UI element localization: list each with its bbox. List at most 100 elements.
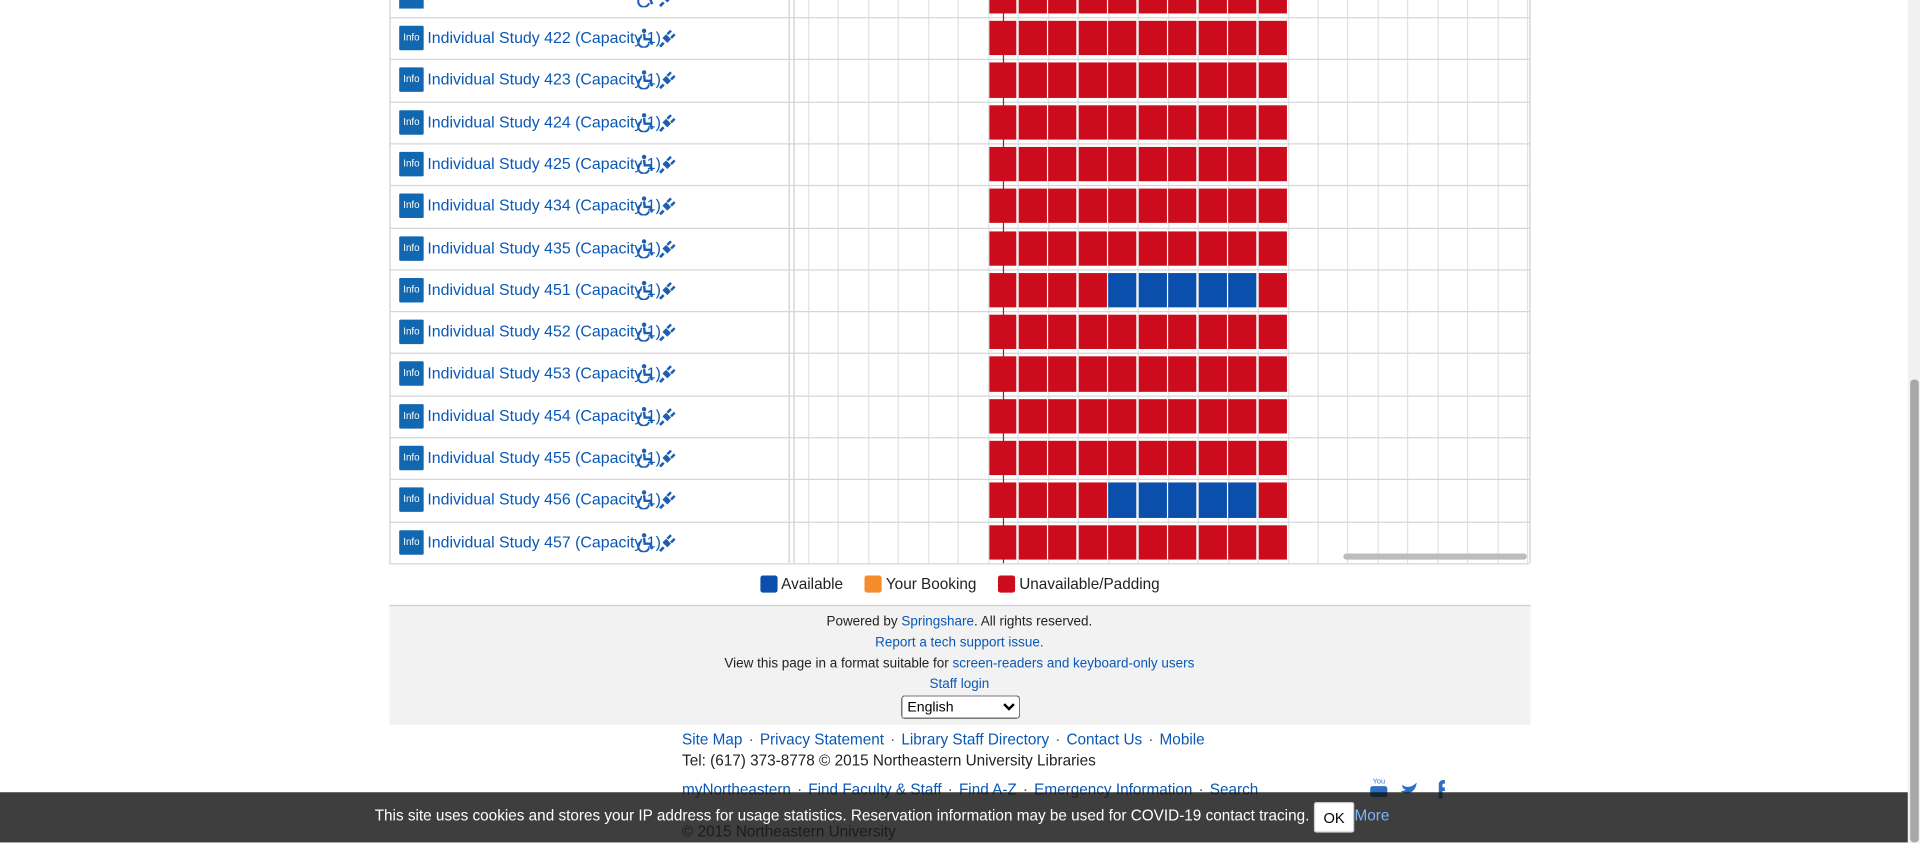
info-button[interactable]: Info bbox=[399, 151, 424, 177]
slot bbox=[1228, 524, 1257, 560]
info-button[interactable]: Info bbox=[399, 319, 424, 345]
slot bbox=[988, 524, 1017, 560]
info-button[interactable]: Info bbox=[399, 487, 424, 513]
grid-line bbox=[1107, 0, 1110, 564]
room-link[interactable]: Individual Study 425 (Capacity 1) bbox=[427, 154, 661, 173]
horizontal-scrollbar[interactable] bbox=[1343, 553, 1527, 560]
slot bbox=[1048, 314, 1077, 350]
info-button[interactable]: Info bbox=[399, 109, 424, 135]
grid-line bbox=[1287, 0, 1289, 564]
room-link[interactable]: Individual Study 422 (Capacity 1) bbox=[427, 28, 661, 47]
link[interactable]: screen-readers and keyboard-only users bbox=[952, 656, 1195, 672]
slot bbox=[1228, 440, 1257, 476]
link[interactable]: Report a tech support issue. bbox=[875, 635, 1044, 651]
slot bbox=[1108, 314, 1137, 350]
slot bbox=[1048, 356, 1077, 392]
grid-line bbox=[1137, 0, 1139, 564]
slot bbox=[1228, 482, 1257, 518]
accessible-icon bbox=[637, 28, 654, 48]
info-button[interactable]: Info bbox=[399, 445, 424, 471]
link[interactable]: Staff login bbox=[929, 677, 990, 692]
separator: · bbox=[1055, 731, 1061, 749]
room-link[interactable]: Individual Study 456 (Capacity 1) bbox=[427, 490, 661, 509]
info-button[interactable]: Info bbox=[399, 529, 424, 555]
slot bbox=[1258, 314, 1287, 350]
room-link[interactable]: Individual Study 457 (Capacity 1) bbox=[427, 532, 661, 551]
separator: · bbox=[797, 781, 803, 799]
slot bbox=[1198, 440, 1227, 476]
room-link[interactable]: Individual Study 423 (Capacity 1) bbox=[427, 70, 661, 89]
slot bbox=[1048, 104, 1077, 140]
legend: Available Your Booking Unavailable/Padding bbox=[0, 575, 1920, 593]
link[interactable]: Mobile bbox=[1159, 731, 1205, 749]
slot bbox=[1048, 230, 1077, 266]
legend-label: Unavailable/Padding bbox=[1019, 575, 1160, 593]
accessible-icon bbox=[637, 0, 654, 7]
slot bbox=[1108, 20, 1137, 56]
slot bbox=[1048, 440, 1077, 476]
info-button[interactable]: Info bbox=[399, 25, 424, 51]
slot bbox=[1048, 272, 1077, 308]
row-line bbox=[389, 563, 1530, 565]
link[interactable]: Springshare bbox=[901, 614, 975, 630]
room-link[interactable]: Individual Study 453 (Capacity 1) bbox=[427, 364, 661, 383]
slot bbox=[1258, 0, 1287, 14]
grid-line bbox=[868, 0, 870, 564]
slot bbox=[1138, 20, 1167, 56]
grid-line bbox=[898, 0, 900, 564]
room-link[interactable]: Individual Study 454 (Capacity 1) bbox=[427, 406, 661, 425]
slot bbox=[1168, 188, 1197, 224]
slot bbox=[1018, 62, 1047, 98]
accessible-icon bbox=[637, 238, 654, 258]
accessible-icon bbox=[637, 112, 654, 132]
slot bbox=[1138, 188, 1167, 224]
slot bbox=[1078, 272, 1107, 308]
slot bbox=[1258, 62, 1287, 98]
slot bbox=[988, 62, 1017, 98]
cookie-ok[interactable]: OK bbox=[1313, 802, 1355, 833]
link[interactable]: Contact Us bbox=[1066, 731, 1143, 749]
column-divider bbox=[793, 0, 795, 564]
info-button[interactable]: Info bbox=[399, 67, 424, 93]
slot bbox=[1018, 188, 1047, 224]
link[interactable]: Privacy Statement bbox=[759, 731, 885, 749]
room-link[interactable]: Individual Study 424 (Capacity 1) bbox=[427, 112, 661, 131]
slot bbox=[1078, 356, 1107, 392]
info-button[interactable]: Info bbox=[399, 403, 424, 429]
info-button[interactable]: Info bbox=[399, 235, 424, 261]
row-line bbox=[389, 437, 1530, 439]
grid-line bbox=[1017, 0, 1020, 564]
page-scrollbar-thumb[interactable] bbox=[1910, 379, 1919, 843]
room-link[interactable]: Individual Study 455 (Capacity 1) bbox=[427, 448, 661, 467]
language-select[interactable]: English bbox=[901, 695, 1021, 719]
slot bbox=[1168, 272, 1197, 308]
link[interactable]: Site Map bbox=[682, 731, 743, 749]
slot bbox=[1228, 0, 1257, 14]
slot bbox=[1138, 230, 1167, 266]
text: View this page in a format suitable for bbox=[724, 656, 949, 672]
info-button[interactable]: Info bbox=[399, 361, 424, 387]
info-button[interactable]: Info bbox=[399, 277, 424, 303]
slot bbox=[1078, 0, 1107, 14]
footer-line: Staff login bbox=[389, 677, 1529, 692]
slot bbox=[1018, 398, 1047, 434]
text: Powered by bbox=[826, 614, 898, 630]
row-line bbox=[389, 521, 1530, 523]
info-button[interactable]: Info bbox=[399, 193, 424, 219]
accessible-icon bbox=[637, 154, 654, 174]
footer-line: View this page in a format suitable for … bbox=[389, 656, 1529, 671]
link-row: Site Map · Privacy Statement · Library Staff… bbox=[682, 731, 1205, 748]
link[interactable]: Library Staff Directory bbox=[901, 731, 1050, 749]
room-link[interactable]: Individual Study 451 (Capacity 1) bbox=[427, 280, 661, 299]
legend-item: Your Booking bbox=[865, 575, 976, 593]
slot bbox=[1198, 314, 1227, 350]
room-link[interactable]: Individual Study 452 (Capacity 1) bbox=[427, 322, 661, 341]
slot bbox=[1258, 356, 1287, 392]
room-link[interactable]: Individual Study 435 (Capacity 1) bbox=[427, 238, 661, 257]
separator: · bbox=[947, 781, 953, 799]
legend-swatch bbox=[998, 575, 1016, 593]
slot bbox=[1168, 356, 1197, 392]
room-link[interactable]: Individual Study 434 (Capacity 1) bbox=[427, 196, 661, 215]
slot bbox=[1258, 524, 1287, 560]
slot bbox=[1018, 230, 1047, 266]
